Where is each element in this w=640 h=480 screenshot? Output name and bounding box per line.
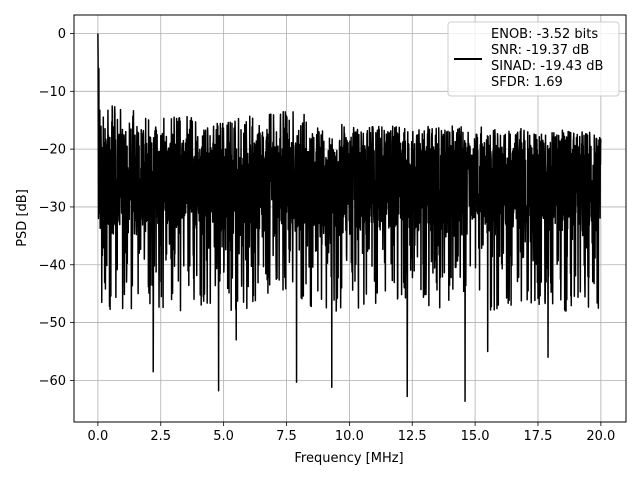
legend-text-enob: ENOB: -3.52 bits [491,27,598,42]
x-tick-label: 2.5 [150,429,171,444]
y-tick-label: −50 [39,316,66,331]
x-tick-label: 12.5 [398,429,427,444]
legend-box [447,21,620,97]
y-axis-label: PSD [dB] [15,189,30,247]
x-tick-label: 20.0 [586,429,615,444]
psd-series [97,33,602,402]
y-tick-label: −20 [39,143,66,158]
legend-text-snr: SNR: -19.37 dB [491,43,589,58]
x-tick-label: 17.5 [524,429,553,444]
y-tick-label: −30 [39,200,66,215]
x-tick-label: 15.0 [461,429,490,444]
legend-text-sfdr: SFDR: 1.69 [491,75,563,90]
y-tick-label: −60 [39,374,66,389]
y-tick-label: −10 [39,85,66,100]
psd-line [97,33,602,402]
x-tick-label: 0.0 [88,429,109,444]
legend-text-sinad: SINAD: -19.43 dB [491,59,603,74]
x-axis-ticks: 0.0 2.5 5.0 7.5 10.0 12.5 15.0 17.5 20.0 [88,422,615,444]
y-tick-label: −40 [39,258,66,273]
y-axis-ticks: 0 −10 −20 −30 −40 −50 −60 [39,27,74,389]
y-tick-label: 0 [58,27,66,42]
legend: ENOB: -3.52 bits SNR: -19.37 dB SINAD: -… [447,21,620,97]
x-tick-label: 10.0 [335,429,364,444]
x-axis-label: Frequency [MHz] [294,451,403,466]
x-tick-label: 7.5 [276,429,297,444]
plot-frame [73,14,627,423]
x-tick-label: 5.0 [213,429,234,444]
